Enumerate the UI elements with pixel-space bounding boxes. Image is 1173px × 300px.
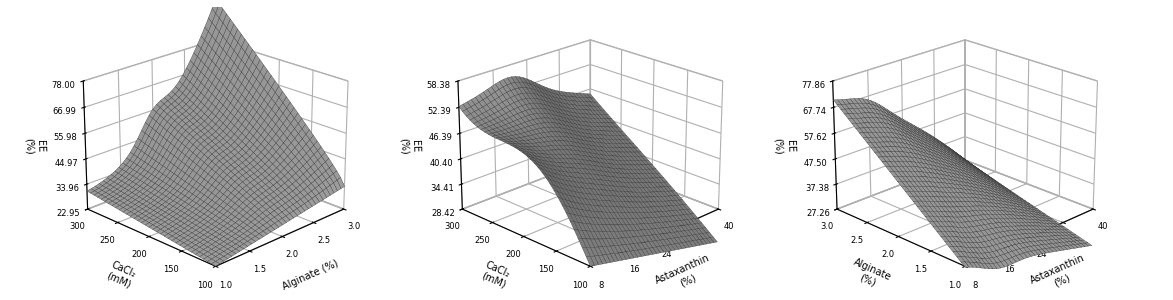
Y-axis label: CaCl₂
(mM): CaCl₂ (mM) [480,260,511,290]
X-axis label: Astaxanthin
(%): Astaxanthin (%) [653,253,717,297]
X-axis label: Astaxanthin
(%): Astaxanthin (%) [1029,253,1091,297]
X-axis label: Alginate (%): Alginate (%) [280,258,340,292]
Y-axis label: Alginate
(%): Alginate (%) [847,257,893,293]
Y-axis label: CaCl₂
(mM): CaCl₂ (mM) [104,260,137,290]
